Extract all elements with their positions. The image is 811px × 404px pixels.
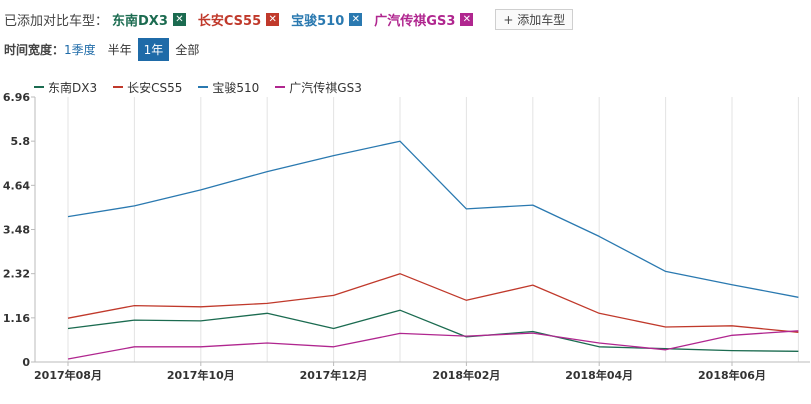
model-name: 宝骏510 — [291, 13, 345, 29]
close-icon[interactable]: ✕ — [266, 12, 280, 26]
time-range-label: 时间宽度： — [4, 42, 65, 57]
model-name: 长安CS55 — [197, 13, 262, 29]
y-tick-label: 5.8 — [11, 135, 31, 148]
time-option-quarter[interactable]: 1季度 — [64, 42, 96, 57]
legend-swatch — [113, 86, 124, 88]
added-models-label: 已添加对比车型： — [4, 13, 109, 29]
series-line-2 — [67, 140, 799, 298]
legend-swatch — [198, 86, 209, 88]
add-model-button[interactable]: + 添加车型 — [495, 8, 574, 30]
time-range-selector: 时间宽度： 1季度 半年 1年 全部 — [4, 37, 205, 61]
model-tag-baojun-510: 宝骏510 ✕ — [291, 10, 363, 29]
model-tag-changan-cs55: 长安CS55 ✕ — [197, 10, 280, 29]
model-tag-gac-gs3: 广汽传祺GS3 ✕ — [374, 10, 474, 29]
y-tick-label: 4.64 — [3, 179, 30, 192]
series-line-1 — [67, 273, 799, 333]
x-tick-label: 2018年06月 — [698, 368, 766, 382]
legend-item-baojun-510[interactable]: 宝骏510 — [198, 79, 259, 96]
close-icon[interactable]: ✕ — [460, 12, 474, 26]
close-icon[interactable]: ✕ — [349, 12, 363, 26]
model-name: 广汽传祺GS3 — [374, 13, 456, 29]
legend-item-dongnan-dx3[interactable]: 东南DX3 — [34, 79, 97, 96]
compare-models-bar: 已添加对比车型： 东南DX3 ✕ 长安CS55 ✕ 宝骏510 ✕ 广汽传祺GS… — [4, 8, 574, 30]
legend-item-changan-cs55[interactable]: 长安CS55 — [113, 79, 182, 96]
y-tick-label: 0 — [22, 356, 30, 369]
model-tag-dongnan-dx3: 东南DX3 ✕ — [112, 10, 186, 29]
close-icon[interactable]: ✕ — [172, 12, 186, 26]
legend-swatch — [34, 86, 44, 88]
y-tick-label: 6.96 — [3, 91, 30, 104]
time-option-all[interactable]: 全部 — [175, 42, 200, 57]
legend-label: 广汽传祺GS3 — [289, 80, 362, 95]
legend-label: 东南DX3 — [48, 80, 98, 95]
x-tick-label: 2017年08月 — [34, 368, 102, 382]
x-tick-label: 2017年10月 — [167, 368, 235, 382]
legend-swatch — [275, 86, 286, 88]
x-tick-label: 2017年12月 — [300, 368, 368, 382]
y-tick-label: 2.32 — [3, 268, 30, 281]
time-option-year[interactable]: 1年 — [137, 37, 170, 61]
y-tick-label: 1.16 — [3, 312, 30, 325]
x-tick-label: 2018年02月 — [432, 368, 500, 382]
x-tick-label: 2018年04月 — [565, 368, 633, 382]
y-tick-label: 3.48 — [3, 224, 30, 237]
legend-label: 长安CS55 — [127, 80, 183, 95]
series-line-0 — [67, 309, 799, 352]
model-name: 东南DX3 — [112, 13, 168, 29]
series-line-3 — [67, 330, 799, 360]
legend-label: 宝骏510 — [212, 80, 260, 95]
chart-legend: 东南DX3 长安CS55 宝骏510 广汽传祺GS3 — [34, 79, 378, 95]
legend-item-gac-gs3[interactable]: 广汽传祺GS3 — [275, 79, 362, 96]
time-option-half-year[interactable]: 半年 — [107, 42, 132, 57]
